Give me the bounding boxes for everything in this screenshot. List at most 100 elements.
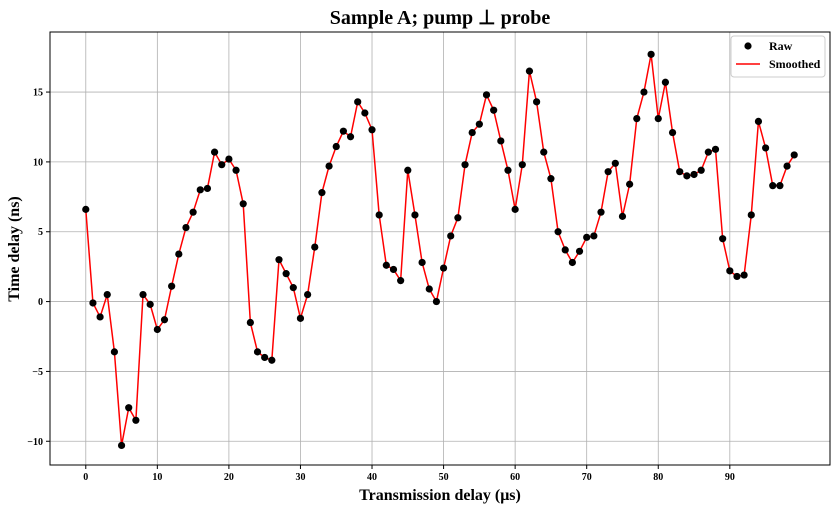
raw-point	[554, 228, 562, 236]
raw-point	[318, 189, 326, 197]
legend-label-raw: Raw	[769, 39, 793, 53]
x-axis-label: Transmission delay (μs)	[359, 487, 521, 504]
raw-point	[568, 258, 576, 267]
raw-point	[626, 180, 634, 188]
raw-point	[375, 211, 383, 219]
raw-point	[504, 166, 512, 174]
x-tick-label: 90	[725, 472, 735, 483]
raw-point	[354, 98, 362, 106]
raw-point	[654, 115, 662, 123]
raw-point	[346, 133, 355, 141]
raw-series	[82, 50, 798, 450]
x-tick-label: 30	[295, 472, 305, 483]
y-tick-label: 10	[33, 157, 43, 168]
y-tick-label: −10	[27, 437, 43, 448]
raw-point	[482, 91, 491, 99]
y-axis: −10 −5 0 5 10 15	[27, 88, 50, 448]
legend: Raw Smoothed	[730, 35, 826, 78]
raw-point	[511, 205, 519, 213]
raw-point	[690, 170, 698, 179]
raw-point	[475, 120, 483, 128]
raw-point	[676, 168, 684, 176]
raw-point	[289, 284, 297, 292]
raw-point	[711, 145, 720, 153]
raw-point	[146, 300, 154, 308]
raw-point	[454, 214, 462, 222]
raw-point	[540, 148, 548, 156]
y-tick-label: 0	[38, 297, 43, 308]
raw-point	[339, 127, 347, 135]
raw-point	[719, 235, 727, 243]
raw-point	[125, 404, 133, 412]
raw-point	[425, 285, 433, 293]
raw-point	[304, 290, 312, 299]
x-tick-label: 20	[224, 472, 234, 483]
raw-point	[761, 144, 770, 152]
raw-point	[397, 277, 405, 285]
raw-point	[96, 313, 104, 321]
smoothed-line	[85, 53, 795, 447]
grid	[50, 32, 830, 465]
legend-label-smoothed: Smoothed	[769, 57, 821, 71]
raw-point	[547, 175, 555, 183]
raw-point	[418, 258, 426, 267]
raw-point	[332, 142, 340, 151]
smoothed-series	[85, 53, 795, 447]
legend-marker-raw	[744, 42, 752, 50]
raw-point	[189, 208, 197, 216]
raw-point	[246, 318, 254, 327]
raw-point	[253, 348, 262, 356]
raw-point	[361, 109, 369, 117]
raw-point	[561, 246, 569, 254]
x-tick-label: 80	[653, 472, 663, 483]
raw-point	[597, 208, 605, 216]
raw-point	[296, 314, 305, 322]
raw-point	[583, 233, 591, 241]
x-tick-label: 0	[83, 472, 88, 483]
raw-point	[175, 250, 183, 258]
raw-point	[575, 247, 584, 255]
raw-point	[490, 106, 498, 114]
raw-point	[783, 162, 791, 170]
raw-point	[411, 211, 419, 219]
raw-point	[461, 161, 469, 169]
plot-area	[49, 31, 831, 466]
raw-point	[790, 151, 798, 159]
raw-point	[497, 137, 505, 145]
raw-point	[439, 264, 448, 272]
raw-point	[139, 290, 147, 299]
raw-point	[325, 162, 333, 170]
raw-point	[518, 161, 526, 169]
raw-point	[368, 126, 376, 134]
raw-point	[218, 161, 226, 169]
raw-point	[117, 441, 126, 450]
raw-point	[203, 184, 212, 193]
x-axis: 0 10 20 30 40 50 60 70 80 90	[83, 465, 735, 483]
raw-point	[525, 67, 534, 75]
raw-point	[754, 117, 763, 125]
raw-point	[389, 265, 398, 274]
x-tick-label: 40	[367, 472, 377, 483]
raw-point	[726, 267, 734, 275]
raw-point	[533, 98, 541, 106]
raw-point	[668, 128, 677, 137]
raw-point	[647, 50, 655, 58]
raw-point	[210, 148, 219, 156]
raw-point	[110, 348, 119, 356]
y-tick-label: 5	[38, 227, 43, 238]
raw-point	[404, 166, 412, 174]
raw-point	[239, 200, 247, 208]
raw-point	[275, 256, 283, 264]
raw-point	[733, 272, 741, 281]
raw-point	[640, 88, 648, 96]
raw-point	[168, 282, 176, 290]
raw-point	[468, 128, 476, 137]
x-tick-label: 60	[510, 472, 520, 483]
raw-point	[261, 353, 269, 362]
x-tick-label: 10	[152, 472, 162, 483]
x-tick-label: 50	[439, 472, 449, 483]
raw-point	[683, 172, 691, 180]
x-tick-label: 70	[582, 472, 592, 483]
raw-point	[160, 316, 169, 324]
legend-box	[730, 35, 826, 78]
